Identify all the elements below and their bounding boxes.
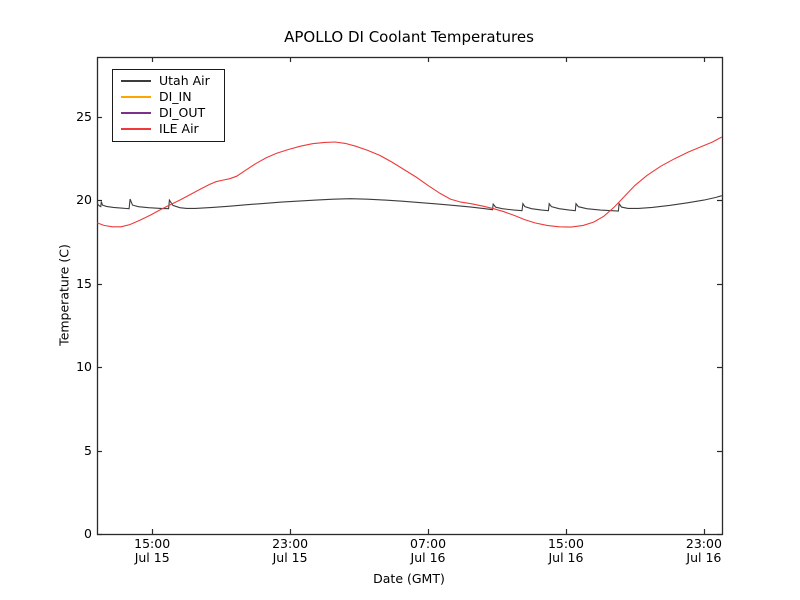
legend-item-ile-air: ILE Air (113, 121, 224, 137)
ile-air-line-swatch (121, 128, 151, 130)
legend-item-di-in: DI_IN (113, 89, 224, 105)
legend-label: Utah Air (159, 73, 210, 88)
x-tick-label: 23:00 Jul 16 (685, 536, 722, 565)
y-axis-label: Temperature (C) (56, 244, 72, 346)
legend-label: ILE Air (159, 121, 199, 136)
di-out-line-swatch (121, 112, 151, 114)
y-tick-label: 0 (84, 526, 92, 541)
legend-label: DI_IN (159, 89, 192, 104)
legend: Utah Air DI_IN DI_OUT ILE Air (112, 69, 225, 142)
x-tick-label: 07:00 Jul 16 (410, 536, 447, 565)
legend-item-di-out: DI_OUT (113, 105, 224, 121)
legend-label: DI_OUT (159, 105, 206, 120)
x-tick-label: 15:00 Jul 15 (134, 536, 171, 565)
chart-title: APOLLO DI Coolant Temperatures (284, 28, 534, 46)
y-tick-label: 20 (76, 192, 92, 208)
x-axis-label: Date (GMT) (373, 571, 445, 586)
utah-air-line-swatch (121, 80, 151, 82)
di-in-line-swatch (121, 96, 151, 98)
x-tick-label: 15:00 Jul 16 (547, 536, 584, 565)
y-tick-label: 15 (76, 275, 92, 291)
axes-frame (96, 56, 724, 536)
y-tick-label: 5 (84, 442, 92, 458)
x-tick-label: 23:00 Jul 15 (272, 536, 309, 565)
y-tick-label: 10 (76, 359, 92, 375)
utah-air-line (96, 195, 722, 212)
ile-air-line (97, 136, 723, 228)
legend-item-utah-air: Utah Air (113, 73, 224, 89)
y-tick-label: 25 (76, 109, 92, 124)
